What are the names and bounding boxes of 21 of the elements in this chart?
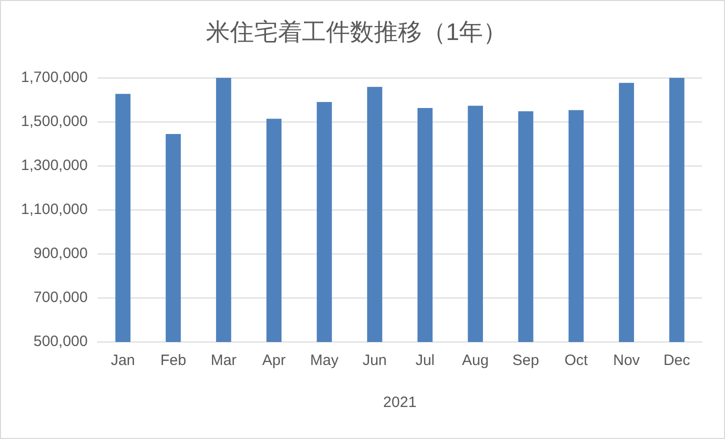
y-tick-label: 500,000 xyxy=(33,333,88,350)
x-tick-label: Apr xyxy=(262,352,286,370)
x-tick-label: Dec xyxy=(663,352,691,370)
x-axis-title: 2021 xyxy=(383,394,417,412)
x-tick-label: Jun xyxy=(362,352,387,370)
x-tick-label: Jan xyxy=(110,352,136,370)
x-tick-label: Oct xyxy=(564,352,589,370)
x-tick-label: Nov xyxy=(613,352,640,370)
y-tick-label: 1,300,000 xyxy=(20,157,88,174)
x-tick-label: Aug xyxy=(462,352,489,370)
y-tick-label: 900,000 xyxy=(33,245,88,262)
x-tick-label: Sep xyxy=(512,352,540,370)
chart-title: 米住宅着工件数推移（1年） xyxy=(206,19,508,46)
y-tick-label: 1,500,000 xyxy=(20,112,88,130)
x-tick-label: Feb xyxy=(160,352,186,370)
x-tick-label: Jul xyxy=(415,352,435,370)
y-tick-label: 700,000 xyxy=(33,289,88,306)
x-tick-label: Mar xyxy=(210,352,237,370)
x-tick-label: May xyxy=(310,352,339,370)
y-tick-label: 1,100,000 xyxy=(20,201,88,218)
y-tick-label: 1,700,000 xyxy=(20,68,88,86)
